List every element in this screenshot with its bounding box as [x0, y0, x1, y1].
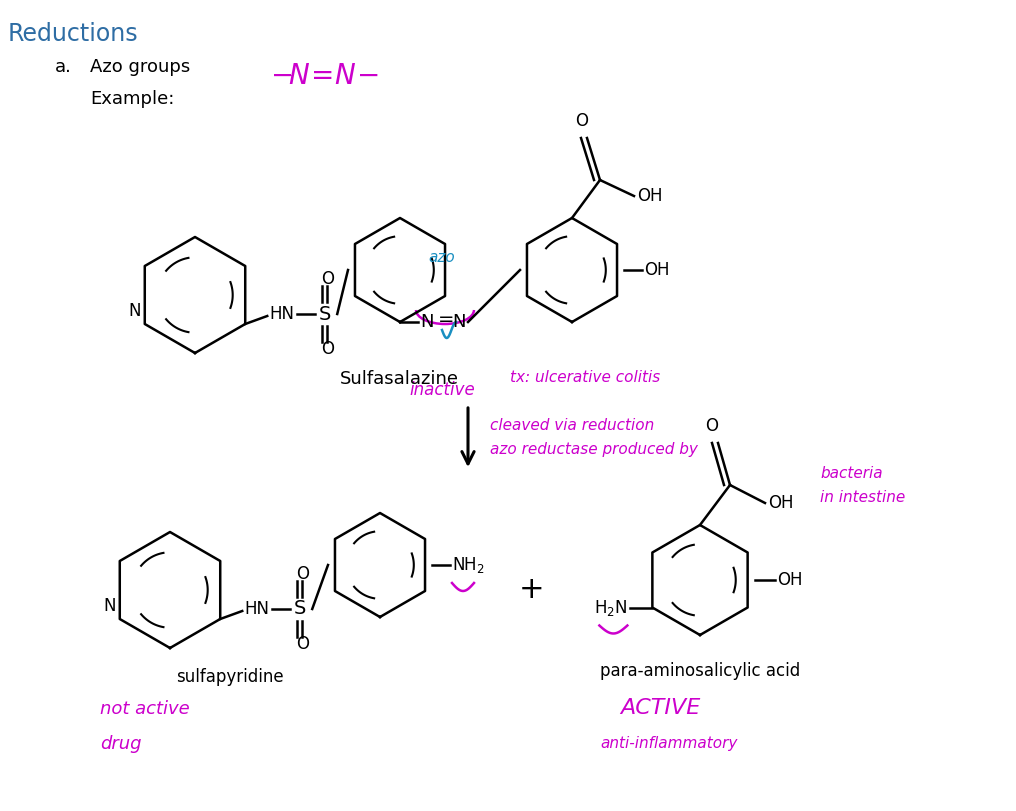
Text: sulfapyridine: sulfapyridine [176, 668, 283, 686]
Text: HN: HN [269, 305, 295, 323]
Text: OH: OH [777, 571, 803, 589]
Text: N: N [452, 313, 465, 331]
Text: S: S [295, 599, 307, 619]
Text: a.: a. [55, 58, 72, 76]
Text: Azo groups: Azo groups [90, 58, 190, 76]
Text: azo: azo [429, 250, 455, 264]
Text: O: O [297, 565, 309, 583]
Text: ACTIVE: ACTIVE [620, 698, 700, 718]
Text: drug: drug [100, 735, 141, 753]
Text: O: O [705, 417, 718, 435]
Text: tx: ulcerative colitis: tx: ulcerative colitis [510, 370, 660, 385]
Text: OH: OH [768, 494, 793, 512]
Text: O: O [321, 340, 334, 358]
Text: cleaved via reduction: cleaved via reduction [490, 418, 654, 433]
Text: HN: HN [244, 600, 269, 618]
Text: $-\!N\!=\!N\!-$: $-\!N\!=\!N\!-$ [270, 62, 379, 90]
Text: NH$_2$: NH$_2$ [452, 555, 485, 575]
Text: anti-inflammatory: anti-inflammatory [600, 736, 738, 751]
Text: para-aminosalicylic acid: para-aminosalicylic acid [599, 662, 801, 680]
Text: not active: not active [100, 700, 190, 718]
Text: O: O [575, 112, 588, 130]
Text: Sulfasalazine: Sulfasalazine [340, 370, 459, 388]
Text: =: = [438, 311, 454, 329]
Text: inactive: inactive [409, 381, 474, 399]
Text: Reductions: Reductions [8, 22, 138, 46]
Text: bacteria: bacteria [820, 466, 883, 481]
Text: +: + [519, 576, 545, 604]
Text: H$_2$N: H$_2$N [594, 598, 627, 617]
Text: in intestine: in intestine [820, 490, 905, 505]
Text: OH: OH [644, 261, 670, 279]
Text: O: O [321, 270, 334, 288]
Text: N: N [104, 597, 116, 615]
Text: N: N [128, 302, 141, 320]
Text: azo reductase produced by: azo reductase produced by [490, 442, 698, 457]
Text: S: S [319, 304, 331, 324]
Text: O: O [297, 635, 309, 653]
Text: N: N [420, 313, 434, 331]
Text: OH: OH [637, 187, 662, 205]
Text: Example:: Example: [90, 90, 175, 108]
